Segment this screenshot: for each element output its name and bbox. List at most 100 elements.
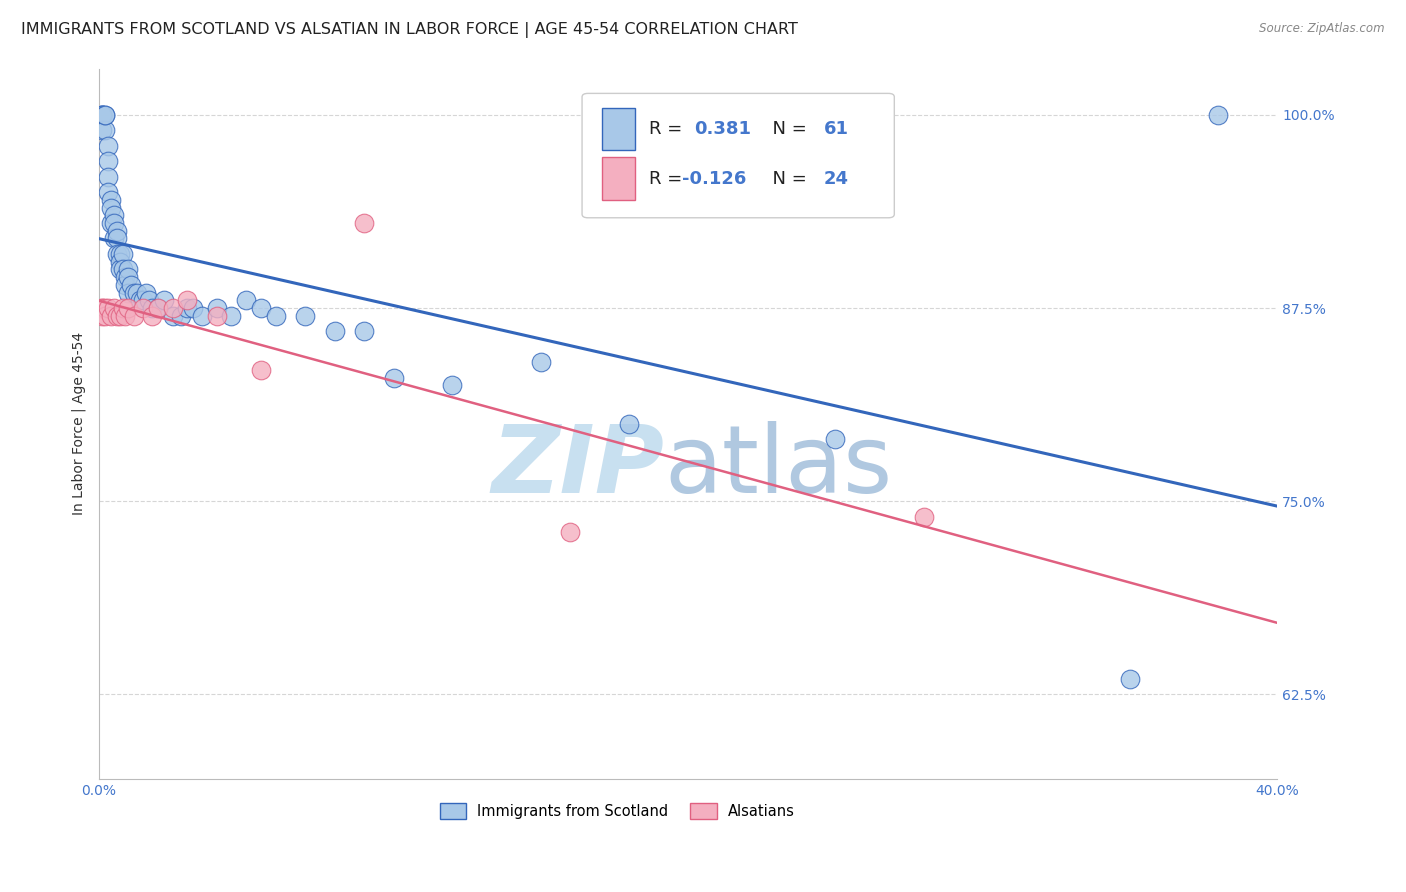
Point xyxy=(146,301,169,315)
Point xyxy=(205,309,228,323)
Point xyxy=(382,370,405,384)
Point xyxy=(141,301,163,315)
Text: 61: 61 xyxy=(824,120,849,138)
Point xyxy=(108,254,131,268)
Text: 0.381: 0.381 xyxy=(695,120,751,138)
Point xyxy=(124,285,146,300)
Point xyxy=(90,108,112,122)
Point xyxy=(264,309,287,323)
Point xyxy=(1119,672,1142,686)
Point xyxy=(146,301,169,315)
Point xyxy=(90,301,112,315)
Point xyxy=(221,309,243,323)
Point xyxy=(100,193,122,207)
Point xyxy=(138,293,160,308)
Point xyxy=(100,309,122,323)
Text: R =: R = xyxy=(650,120,688,138)
Point xyxy=(181,301,204,315)
Point xyxy=(191,309,214,323)
Point xyxy=(94,108,117,122)
Legend: Immigrants from Scotland, Alsatians: Immigrants from Scotland, Alsatians xyxy=(433,797,801,825)
Point xyxy=(127,285,149,300)
Text: IMMIGRANTS FROM SCOTLAND VS ALSATIAN IN LABOR FORCE | AGE 45-54 CORRELATION CHAR: IMMIGRANTS FROM SCOTLAND VS ALSATIAN IN … xyxy=(21,22,799,38)
Point xyxy=(353,324,375,338)
Point xyxy=(97,301,120,315)
Point xyxy=(94,108,117,122)
Point xyxy=(114,309,136,323)
Point xyxy=(152,293,174,308)
Text: N =: N = xyxy=(761,169,813,187)
Point xyxy=(111,247,134,261)
Point xyxy=(108,309,131,323)
Point xyxy=(117,285,139,300)
Text: 24: 24 xyxy=(824,169,849,187)
Point xyxy=(132,293,155,308)
Point xyxy=(141,309,163,323)
Point xyxy=(105,309,128,323)
Point xyxy=(619,417,641,431)
Text: -0.126: -0.126 xyxy=(682,169,747,187)
Point xyxy=(105,247,128,261)
Point xyxy=(105,224,128,238)
Point xyxy=(90,108,112,122)
Point xyxy=(105,231,128,245)
Point xyxy=(94,123,117,137)
Bar xyxy=(602,157,636,200)
Point xyxy=(97,138,120,153)
Point xyxy=(117,301,139,315)
Text: R =: R = xyxy=(650,169,688,187)
Point xyxy=(170,309,193,323)
Point xyxy=(94,301,117,315)
Point xyxy=(294,309,316,323)
Point xyxy=(135,285,157,300)
Point xyxy=(90,309,112,323)
Point xyxy=(120,277,142,292)
Point xyxy=(103,301,125,315)
Point xyxy=(205,301,228,315)
Point xyxy=(90,108,112,122)
Point xyxy=(560,524,582,539)
Point xyxy=(824,433,846,447)
Point xyxy=(103,216,125,230)
Point xyxy=(1208,108,1230,122)
Point xyxy=(108,262,131,277)
Point xyxy=(108,247,131,261)
Point xyxy=(129,293,152,308)
Point xyxy=(103,231,125,245)
Bar xyxy=(602,108,636,150)
Point xyxy=(111,301,134,315)
Point xyxy=(124,309,146,323)
Text: N =: N = xyxy=(761,120,813,138)
Point xyxy=(441,378,464,392)
Point xyxy=(353,216,375,230)
Point xyxy=(90,301,112,315)
Point xyxy=(100,216,122,230)
Point xyxy=(117,270,139,285)
Y-axis label: In Labor Force | Age 45-54: In Labor Force | Age 45-54 xyxy=(72,333,86,516)
Point xyxy=(90,123,112,137)
Point xyxy=(97,185,120,199)
Point xyxy=(114,277,136,292)
Point xyxy=(94,309,117,323)
Point xyxy=(162,301,184,315)
Point xyxy=(235,293,257,308)
Point xyxy=(90,108,112,122)
Point xyxy=(97,154,120,169)
Point xyxy=(114,270,136,285)
Point xyxy=(250,301,273,315)
Text: Source: ZipAtlas.com: Source: ZipAtlas.com xyxy=(1260,22,1385,36)
Point xyxy=(103,208,125,222)
Point xyxy=(100,201,122,215)
Point xyxy=(97,169,120,184)
Point xyxy=(323,324,346,338)
Point xyxy=(132,301,155,315)
Text: ZIP: ZIP xyxy=(492,420,665,513)
Point xyxy=(250,363,273,377)
Point xyxy=(530,355,553,369)
Text: atlas: atlas xyxy=(665,420,893,513)
Point xyxy=(912,509,935,524)
FancyBboxPatch shape xyxy=(582,94,894,218)
Point xyxy=(176,301,198,315)
Point xyxy=(111,262,134,277)
Point xyxy=(117,262,139,277)
